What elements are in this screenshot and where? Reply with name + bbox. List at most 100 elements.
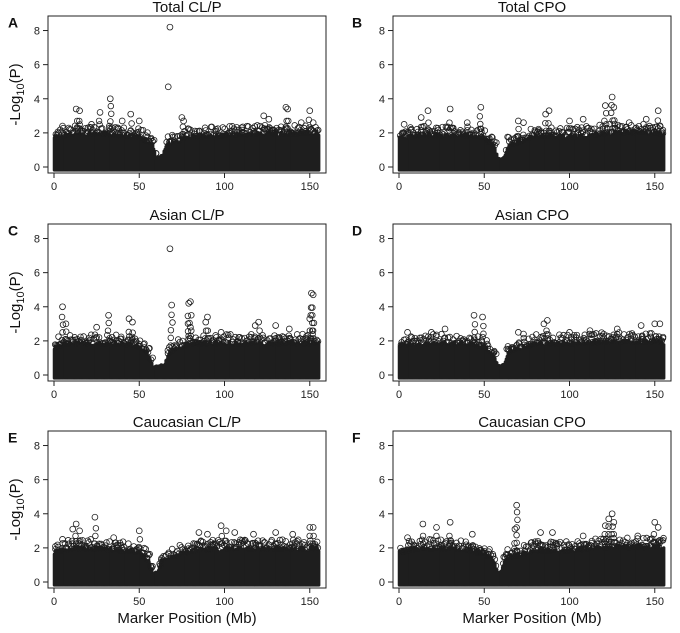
data-point xyxy=(609,124,616,132)
data-point xyxy=(473,127,481,134)
data-point xyxy=(611,117,618,124)
data-point xyxy=(89,130,97,137)
data-point xyxy=(608,109,615,117)
data-point xyxy=(610,538,618,546)
data-point xyxy=(128,120,135,127)
peak-point xyxy=(178,114,186,121)
peak-point xyxy=(600,330,607,338)
data-point xyxy=(483,337,490,344)
y-tick-label: 2 xyxy=(379,336,385,348)
data-point xyxy=(95,117,103,125)
data-point xyxy=(65,124,72,132)
data-point xyxy=(203,130,211,138)
data-point xyxy=(256,327,263,334)
data-point xyxy=(562,547,569,554)
data-point xyxy=(191,127,199,135)
x-tick-label: 50 xyxy=(478,181,490,193)
data-point xyxy=(307,312,314,319)
data-point xyxy=(55,129,62,137)
data-point xyxy=(59,321,67,328)
data-point xyxy=(478,128,485,135)
peak-point xyxy=(469,530,476,538)
data-point xyxy=(638,333,646,340)
data-point xyxy=(314,544,322,552)
data-point xyxy=(221,125,228,133)
peak-point xyxy=(187,323,194,331)
peak-point xyxy=(166,23,174,31)
data-point xyxy=(204,327,211,334)
data-point xyxy=(568,340,575,347)
data-point xyxy=(63,328,70,335)
data-point xyxy=(96,545,104,552)
data-point xyxy=(305,116,313,124)
data-point xyxy=(259,332,266,339)
data-point xyxy=(610,531,617,538)
data-point xyxy=(460,131,467,138)
data-point xyxy=(216,132,223,139)
x-tick-label: 0 xyxy=(396,389,402,401)
peak-point xyxy=(187,298,194,305)
peak-point xyxy=(272,322,279,329)
data-point xyxy=(167,326,175,334)
data-point xyxy=(521,338,528,346)
data-point xyxy=(191,546,199,554)
data-point xyxy=(69,540,77,547)
peak-point xyxy=(250,530,257,538)
data-point xyxy=(55,333,62,340)
data-point xyxy=(51,341,59,348)
data-point xyxy=(571,332,578,339)
data-point xyxy=(440,335,448,342)
data-point xyxy=(240,129,248,137)
data-point xyxy=(167,139,174,146)
panel-c: C Asian CL/P 0 2 4 6 8 0 50 100 150 -Log10(P) xyxy=(7,207,327,401)
data-point xyxy=(655,130,663,137)
data-point xyxy=(500,560,507,567)
data-point xyxy=(400,129,408,136)
peak-point xyxy=(602,102,609,109)
data-point xyxy=(446,532,453,540)
data-point xyxy=(124,132,131,139)
data-point xyxy=(527,341,534,348)
data-point xyxy=(596,332,604,340)
y-tick-label: 4 xyxy=(34,509,40,521)
data-point xyxy=(260,125,268,132)
peak-point xyxy=(168,301,175,309)
data-point xyxy=(601,538,608,546)
data-point xyxy=(427,337,435,344)
y-tick-label: 6 xyxy=(379,60,385,72)
data-point xyxy=(407,333,415,340)
data-point xyxy=(477,125,485,133)
data-point xyxy=(513,531,520,539)
data-point xyxy=(611,124,618,132)
data-point xyxy=(215,337,223,345)
x-tick-label: 50 xyxy=(133,389,145,401)
peak-point xyxy=(579,115,587,123)
data-point xyxy=(524,134,532,141)
peak-point xyxy=(127,110,135,118)
peak-point xyxy=(309,524,317,531)
peak-point xyxy=(217,329,225,336)
data-point xyxy=(601,531,608,538)
data-point xyxy=(471,336,478,343)
data-point xyxy=(543,327,550,334)
peak-point xyxy=(72,520,80,528)
y-tick-label: 2 xyxy=(379,128,385,140)
data-point xyxy=(464,123,471,130)
data-point xyxy=(273,540,280,547)
data-point xyxy=(52,342,60,349)
data-point xyxy=(87,536,94,543)
data-point xyxy=(168,311,175,319)
data-point xyxy=(264,125,272,132)
data-point xyxy=(609,523,616,530)
data-point xyxy=(446,119,453,126)
data-point xyxy=(205,132,212,139)
data-point xyxy=(59,329,66,336)
peak-point xyxy=(520,119,527,126)
plot-frame xyxy=(392,430,672,589)
data-point xyxy=(249,540,257,547)
data-point xyxy=(203,541,211,548)
data-point xyxy=(277,123,285,130)
peak-point xyxy=(602,522,609,530)
data-point xyxy=(128,547,136,555)
data-point xyxy=(182,132,190,140)
